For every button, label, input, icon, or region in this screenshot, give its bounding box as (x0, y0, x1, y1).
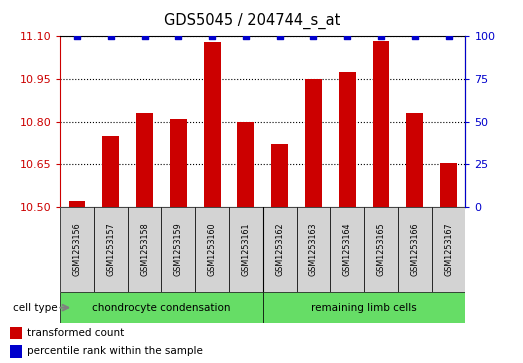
Text: GSM1253167: GSM1253167 (444, 223, 453, 276)
Bar (60, 207, 94, 292)
Bar (271, 144, 288, 207)
Text: GSM1253161: GSM1253161 (242, 223, 251, 276)
Bar (103, 136, 119, 207)
Point (140, 33, 149, 39)
Bar (440, 163, 457, 207)
Text: GSM1253159: GSM1253159 (174, 223, 183, 277)
Bar (398, 207, 431, 292)
Bar (195, 207, 229, 292)
Point (242, 33, 250, 39)
Bar (263, 207, 297, 292)
Bar (10, 345, 22, 358)
Text: GSM1253166: GSM1253166 (411, 223, 419, 276)
Bar (372, 41, 390, 207)
Bar (237, 122, 254, 207)
Bar (128, 207, 162, 292)
Text: GSM1253163: GSM1253163 (309, 223, 318, 276)
Bar (339, 72, 356, 207)
Text: GSM1253157: GSM1253157 (106, 223, 115, 277)
Bar (10, 327, 22, 339)
Bar (297, 207, 331, 292)
Bar (263, 292, 465, 323)
Text: percentile rank within the sample: percentile rank within the sample (27, 346, 203, 356)
Text: GSM1253165: GSM1253165 (377, 223, 385, 276)
Bar (60, 292, 263, 323)
Text: remaining limb cells: remaining limb cells (311, 303, 417, 313)
Point (411, 33, 419, 39)
Point (208, 33, 217, 39)
Bar (406, 113, 423, 207)
Point (73, 33, 81, 39)
Point (445, 33, 453, 39)
Bar (69, 201, 85, 207)
Bar (162, 207, 195, 292)
Bar (94, 207, 128, 292)
Text: GSM1253164: GSM1253164 (343, 223, 352, 276)
Text: chondrocyte condensation: chondrocyte condensation (92, 303, 231, 313)
Bar (136, 113, 153, 207)
Bar (431, 207, 465, 292)
Bar (305, 79, 322, 207)
Point (174, 33, 183, 39)
Bar (331, 207, 364, 292)
Text: GDS5045 / 204744_s_at: GDS5045 / 204744_s_at (164, 13, 340, 29)
Text: GSM1253160: GSM1253160 (208, 223, 217, 276)
Bar (364, 207, 398, 292)
Text: GSM1253158: GSM1253158 (140, 223, 149, 276)
Text: transformed count: transformed count (27, 328, 124, 338)
Text: GSM1253162: GSM1253162 (275, 223, 284, 276)
Point (377, 33, 385, 39)
Point (276, 33, 284, 39)
Text: cell type: cell type (13, 303, 58, 313)
Bar (229, 207, 263, 292)
Bar (203, 42, 221, 207)
Text: GSM1253156: GSM1253156 (73, 223, 82, 276)
Point (309, 33, 317, 39)
Point (107, 33, 115, 39)
Point (343, 33, 351, 39)
Bar (170, 119, 187, 207)
